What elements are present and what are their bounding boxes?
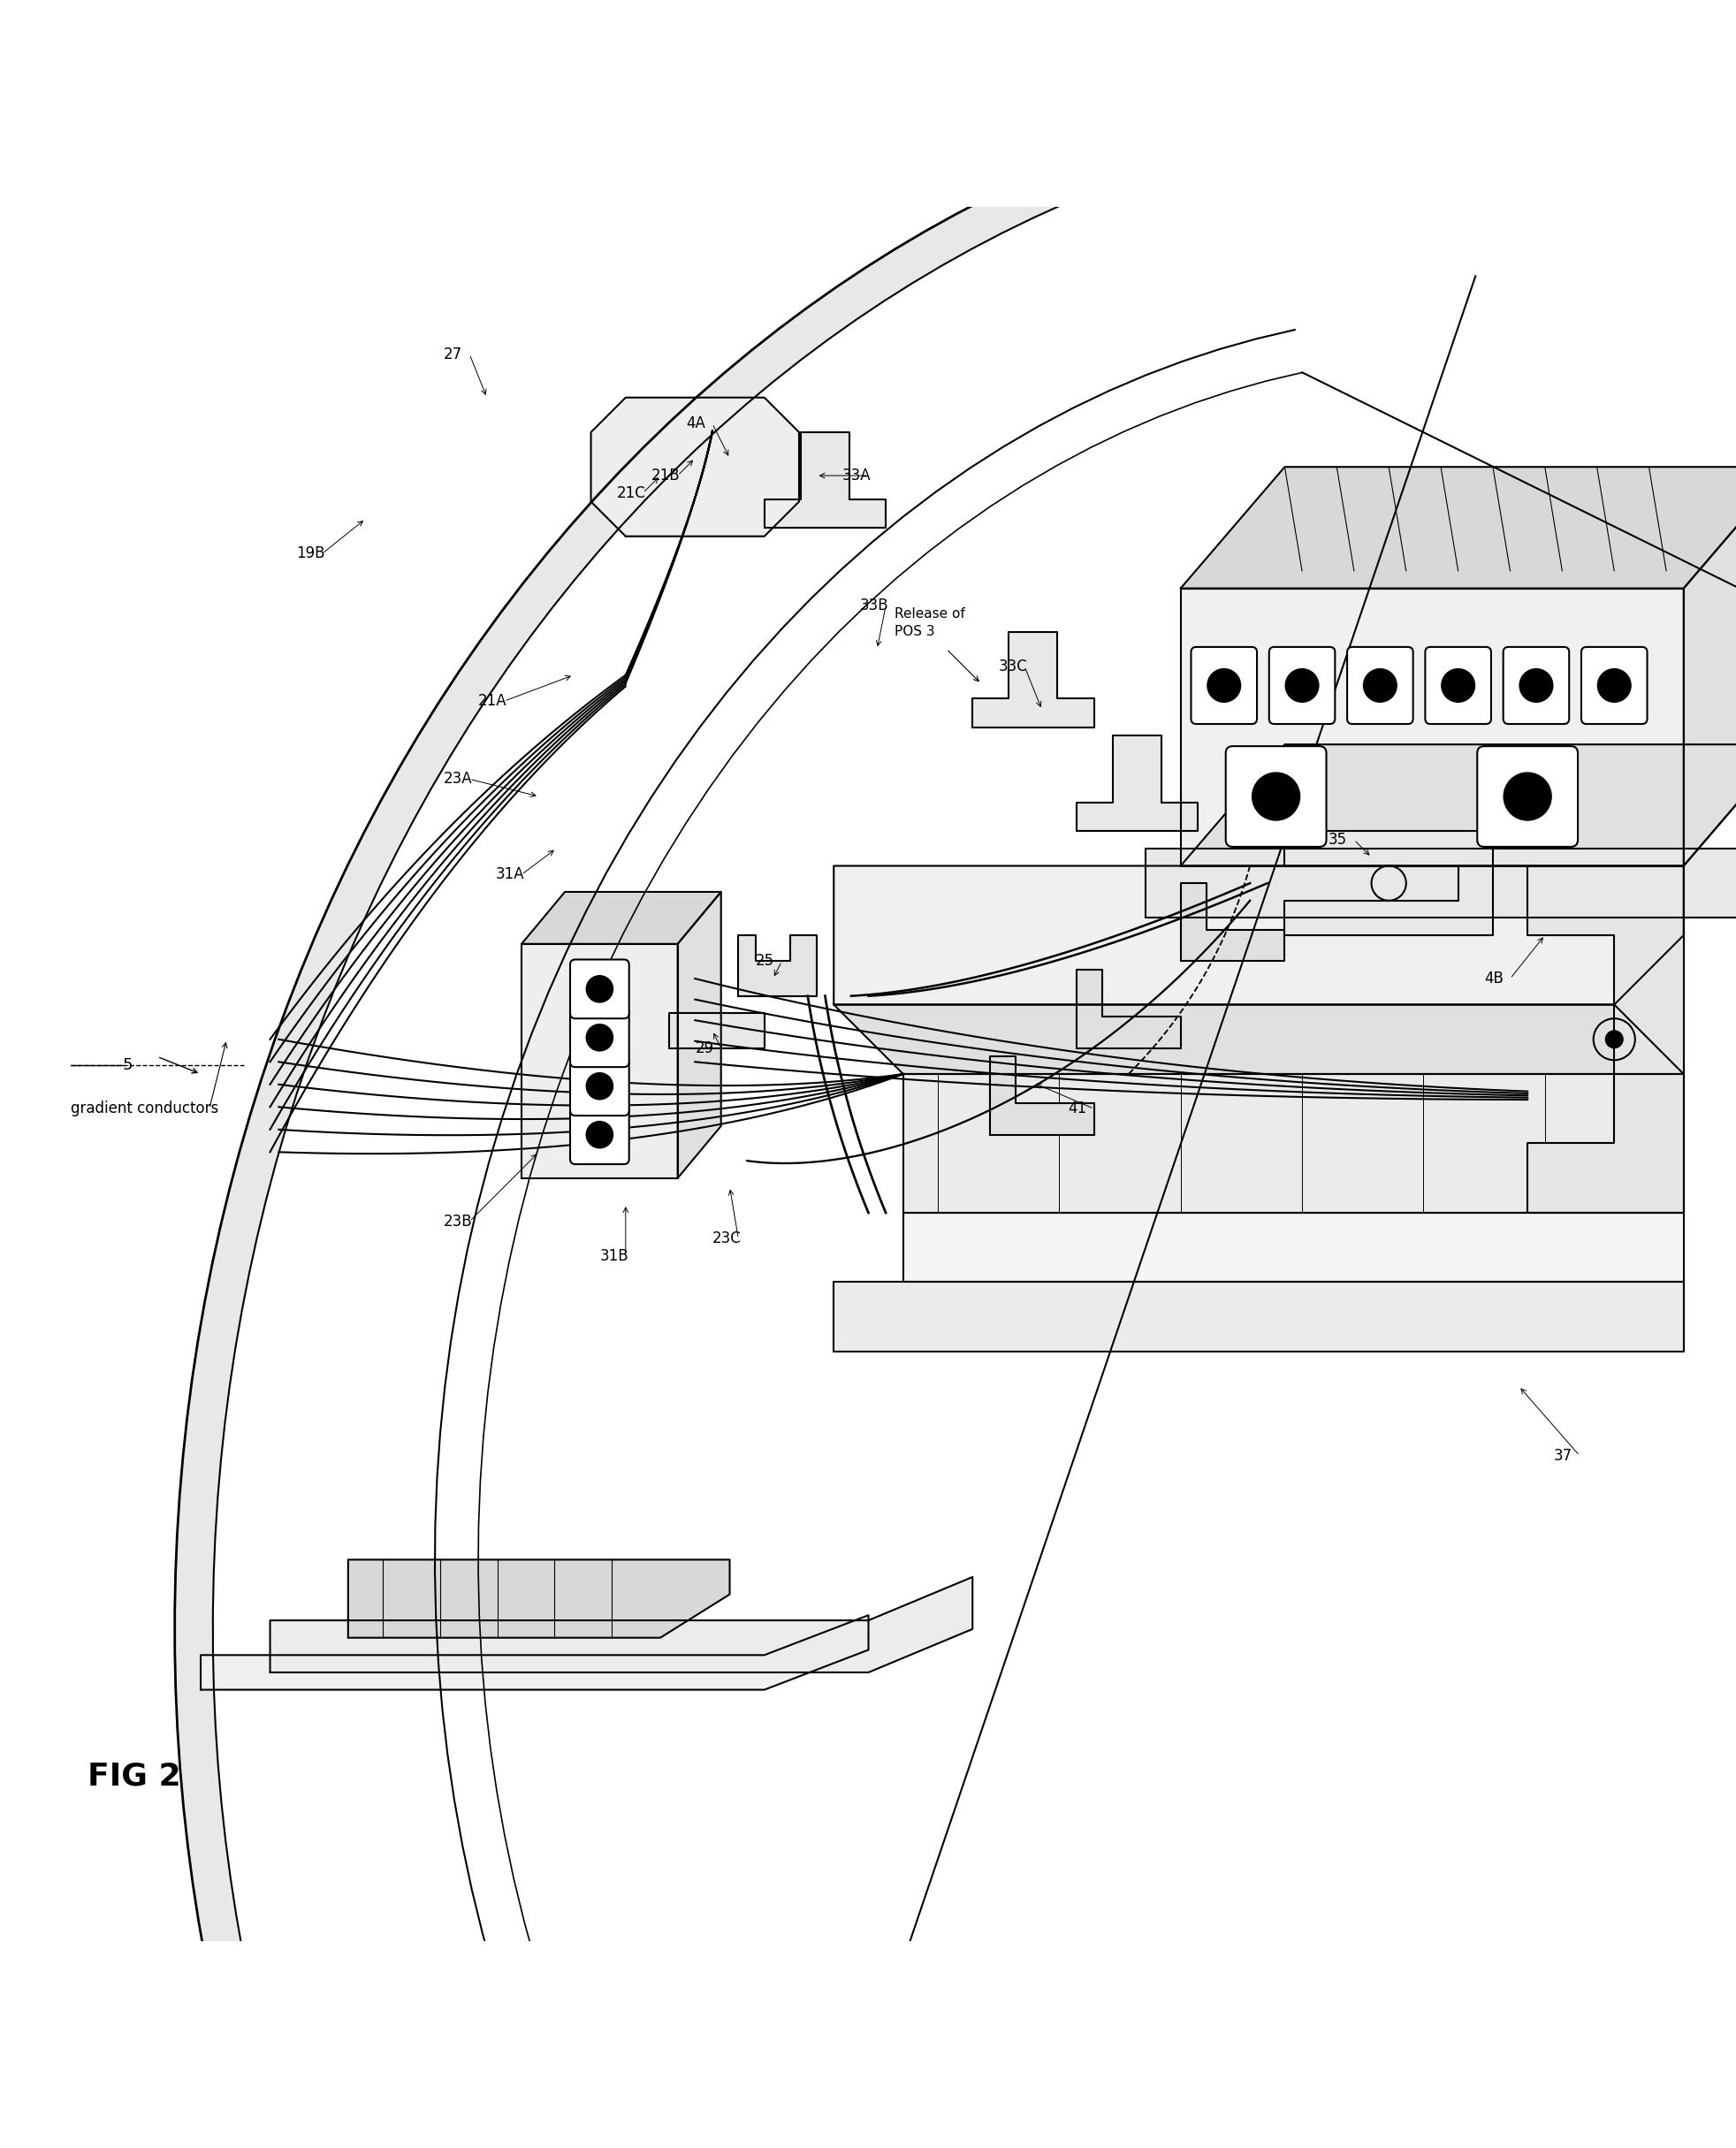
- Text: 33C: 33C: [998, 659, 1028, 674]
- Polygon shape: [1180, 883, 1285, 962]
- FancyBboxPatch shape: [569, 960, 628, 1018]
- FancyBboxPatch shape: [1580, 647, 1646, 724]
- FancyBboxPatch shape: [1477, 745, 1576, 846]
- Polygon shape: [1076, 737, 1198, 831]
- Circle shape: [1363, 668, 1396, 702]
- Text: 21A: 21A: [477, 694, 507, 709]
- Polygon shape: [764, 432, 885, 528]
- FancyBboxPatch shape: [1502, 647, 1568, 724]
- Polygon shape: [269, 1577, 972, 1673]
- Text: 29: 29: [694, 1040, 713, 1057]
- Text: 33B: 33B: [859, 597, 889, 614]
- Polygon shape: [1180, 745, 1736, 866]
- FancyBboxPatch shape: [569, 1057, 628, 1115]
- Polygon shape: [668, 1014, 764, 1048]
- Text: 23A: 23A: [443, 771, 472, 786]
- Polygon shape: [1180, 466, 1736, 589]
- Polygon shape: [1180, 589, 1682, 866]
- Circle shape: [1441, 668, 1474, 702]
- Circle shape: [1604, 1031, 1621, 1048]
- Text: Release of
POS 3: Release of POS 3: [894, 608, 965, 638]
- Text: 25: 25: [755, 954, 774, 969]
- Text: 27: 27: [443, 346, 462, 363]
- Polygon shape: [347, 1559, 729, 1637]
- Text: gradient conductors: gradient conductors: [71, 1100, 219, 1117]
- Circle shape: [1597, 668, 1630, 702]
- Polygon shape: [903, 1214, 1682, 1282]
- Text: 5: 5: [123, 1057, 132, 1074]
- Polygon shape: [521, 943, 677, 1177]
- FancyBboxPatch shape: [1425, 647, 1489, 724]
- Polygon shape: [738, 934, 816, 997]
- Text: 31B: 31B: [599, 1248, 628, 1263]
- Text: 33A: 33A: [842, 468, 871, 483]
- Polygon shape: [201, 1615, 868, 1690]
- FancyBboxPatch shape: [1347, 647, 1413, 724]
- Polygon shape: [972, 632, 1094, 728]
- Text: 41: 41: [1068, 1100, 1087, 1117]
- FancyBboxPatch shape: [569, 1007, 628, 1068]
- Circle shape: [1252, 773, 1299, 821]
- Text: 19B: 19B: [295, 546, 325, 561]
- FancyBboxPatch shape: [1269, 647, 1335, 724]
- FancyBboxPatch shape: [1226, 745, 1326, 846]
- Text: 4A: 4A: [686, 415, 705, 432]
- Polygon shape: [990, 1057, 1094, 1134]
- Polygon shape: [1076, 971, 1180, 1048]
- Text: FIG 2: FIG 2: [89, 1761, 181, 1791]
- FancyBboxPatch shape: [1191, 647, 1257, 724]
- Circle shape: [587, 1121, 613, 1147]
- Circle shape: [587, 1025, 613, 1050]
- Text: 21C: 21C: [616, 485, 646, 500]
- Polygon shape: [677, 891, 720, 1177]
- Circle shape: [587, 975, 613, 1003]
- Text: 4B: 4B: [1483, 971, 1503, 986]
- Circle shape: [1207, 668, 1240, 702]
- Polygon shape: [521, 891, 720, 943]
- Text: 31A: 31A: [495, 866, 524, 883]
- Text: 23C: 23C: [712, 1231, 741, 1246]
- Polygon shape: [1526, 866, 1682, 1214]
- Circle shape: [1285, 668, 1318, 702]
- Polygon shape: [903, 1074, 1682, 1214]
- Polygon shape: [590, 397, 799, 537]
- Text: 21B: 21B: [651, 468, 681, 483]
- Text: 35: 35: [1328, 831, 1345, 848]
- Polygon shape: [1146, 848, 1736, 917]
- Polygon shape: [833, 866, 1682, 1005]
- Polygon shape: [1682, 466, 1736, 866]
- Polygon shape: [175, 120, 1187, 2148]
- FancyBboxPatch shape: [569, 1106, 628, 1164]
- Polygon shape: [833, 1005, 1682, 1074]
- Circle shape: [1519, 668, 1552, 702]
- Text: 23B: 23B: [443, 1214, 472, 1229]
- Polygon shape: [833, 1282, 1682, 1351]
- Circle shape: [587, 1072, 613, 1100]
- Polygon shape: [1285, 831, 1491, 934]
- Circle shape: [1503, 773, 1550, 821]
- Text: 37: 37: [1552, 1448, 1571, 1463]
